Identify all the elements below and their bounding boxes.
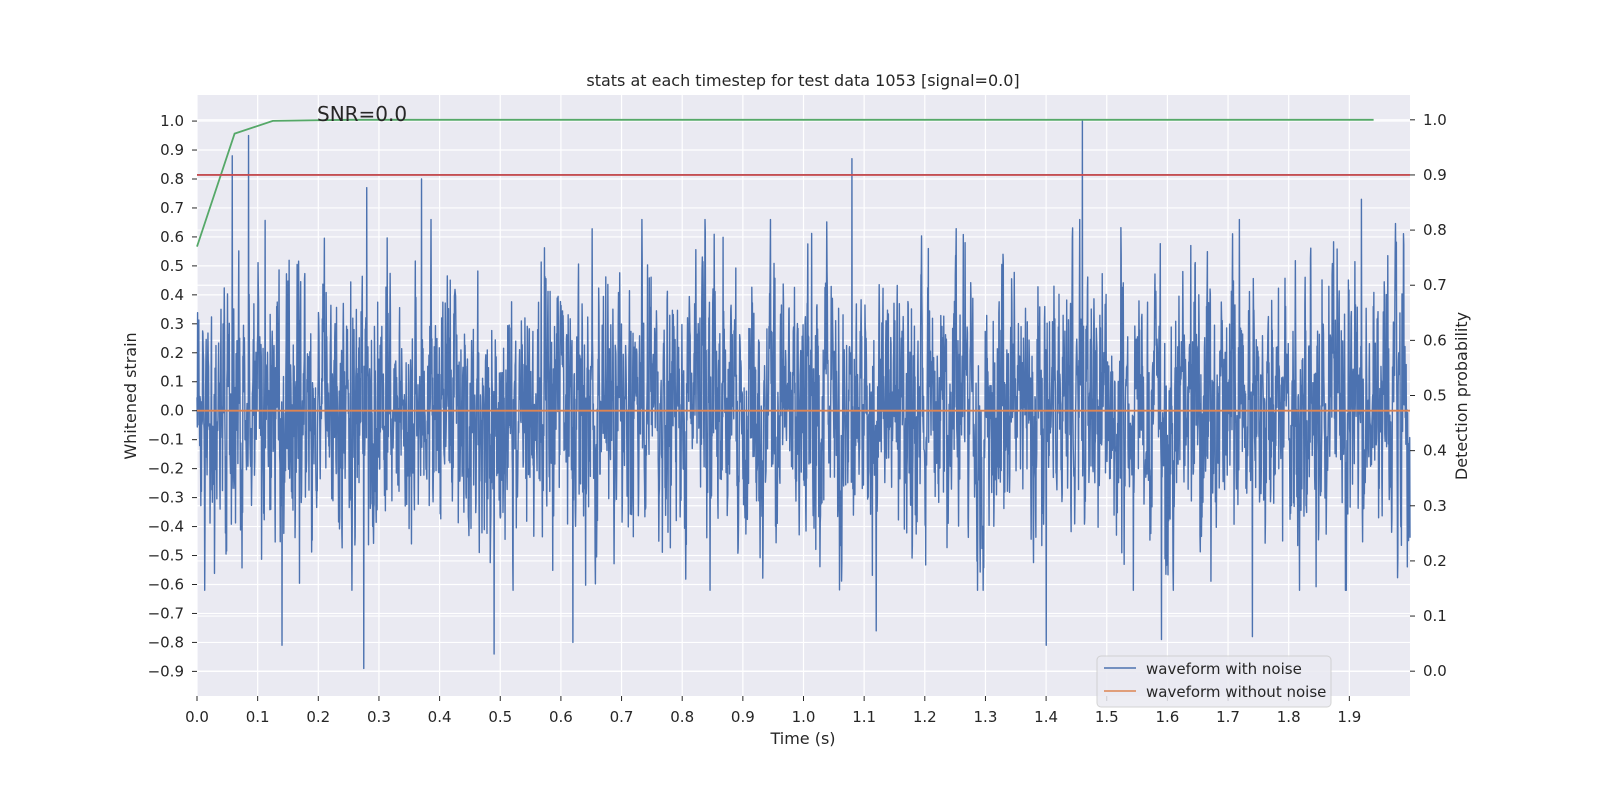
y-tick-label-left: 0.4 <box>160 286 184 304</box>
snr-annotation: SNR=0.0 <box>317 102 407 126</box>
y-tick-label-right: 0.0 <box>1423 662 1447 680</box>
y-tick-label-left: −0.8 <box>148 633 184 651</box>
y-tick-label-left: −0.7 <box>148 604 184 622</box>
legend-box <box>1096 655 1332 708</box>
y-tick-label-right: 0.2 <box>1423 552 1447 570</box>
y-tick-label-left: 0.5 <box>160 257 184 275</box>
y-axis-label-right: Detection probability <box>1452 312 1471 480</box>
y-ticks-left: 1.0 0.9 0.8 0.7 0.6 0.5 0.4 0.3 0.2 0.1 0.0 −0.1 −0.… <box>148 112 197 680</box>
series-detection-probability <box>196 118 1374 247</box>
x-tick-label: 1.0 <box>792 708 816 726</box>
x-tick-label: 0.3 <box>367 708 391 726</box>
x-tick-label: 0.8 <box>670 708 694 726</box>
series-waveform-with-noise <box>196 120 1411 670</box>
x-tick-label: 0.2 <box>306 708 330 726</box>
y-axis-label-left: Whitened strain <box>121 332 140 459</box>
y-tick-label-right: 0.8 <box>1423 221 1447 239</box>
chart-title: stats at each timestep for test data 105… <box>586 71 1019 90</box>
y-tick-label-left: 1.0 <box>160 112 184 130</box>
x-tick-label: 1.7 <box>1216 708 1240 726</box>
x-ticks: 0.0 0.1 0.2 0.3 0.4 0.5 0.6 0.7 0.8 0.9 1.0 1.1 1.2 1… <box>185 696 1361 726</box>
y-tick-label-right: 0.4 <box>1423 442 1447 460</box>
y-tick-label-right: 0.7 <box>1423 276 1447 294</box>
x-tick-label: 0.6 <box>549 708 573 726</box>
y-ticks-right: 1.0 0.9 0.8 0.7 0.6 0.5 0.4 0.3 0.2 0.1 0.0 <box>1410 111 1447 680</box>
y-tick-label-left: 0.0 <box>160 402 184 420</box>
y-tick-label-right: 0.5 <box>1423 387 1447 405</box>
y-tick-label-left: 0.3 <box>160 315 184 333</box>
y-tick-label-left: 0.9 <box>160 141 184 159</box>
y-tick-label-right: 0.3 <box>1423 497 1447 515</box>
legend: waveform with noise waveform without noi… <box>1096 655 1332 708</box>
y-tick-label-left: 0.7 <box>160 199 184 217</box>
legend-label-clean: waveform without noise <box>1146 683 1326 701</box>
x-tick-label: 1.1 <box>852 708 876 726</box>
y-tick-label-left: −0.6 <box>148 575 184 593</box>
x-tick-label: 1.4 <box>1034 708 1058 726</box>
x-tick-label: 1.5 <box>1095 708 1119 726</box>
y-tick-label-left: 0.2 <box>160 344 184 362</box>
x-axis-label: Time (s) <box>769 729 835 748</box>
x-tick-label: 0.7 <box>610 708 634 726</box>
y-tick-label-left: −0.3 <box>148 489 184 507</box>
y-tick-label-right: 0.1 <box>1423 607 1447 625</box>
y-tick-label-left: −0.4 <box>148 518 184 536</box>
x-tick-label: 0.9 <box>731 708 755 726</box>
x-tick-label: 0.0 <box>185 708 209 726</box>
x-tick-label: 1.8 <box>1277 708 1301 726</box>
legend-label-noisy: waveform with noise <box>1146 660 1302 678</box>
y-tick-label-left: −0.2 <box>148 460 184 478</box>
x-tick-label: 0.1 <box>246 708 270 726</box>
line-waveform-with-noise <box>196 120 1411 670</box>
y-tick-label-left: 0.1 <box>160 373 184 391</box>
y-tick-label-right: 0.6 <box>1423 331 1447 349</box>
y-tick-label-left: −0.9 <box>148 662 184 680</box>
y-tick-label-left: −0.1 <box>148 431 184 449</box>
y-tick-label-left: −0.5 <box>148 547 184 565</box>
x-tick-label: 1.3 <box>974 708 998 726</box>
line-detection-probability <box>196 118 1374 247</box>
x-tick-label: 1.2 <box>913 708 937 726</box>
y-tick-label-left: 0.6 <box>160 228 184 246</box>
y-tick-label-right: 1.0 <box>1423 111 1447 129</box>
x-tick-label: 0.4 <box>428 708 452 726</box>
x-tick-label: 0.5 <box>488 708 512 726</box>
x-tick-label: 1.6 <box>1155 708 1179 726</box>
y-tick-label-left: 0.8 <box>160 170 184 188</box>
y-tick-label-right: 0.9 <box>1423 166 1447 184</box>
x-tick-label: 1.9 <box>1337 708 1361 726</box>
